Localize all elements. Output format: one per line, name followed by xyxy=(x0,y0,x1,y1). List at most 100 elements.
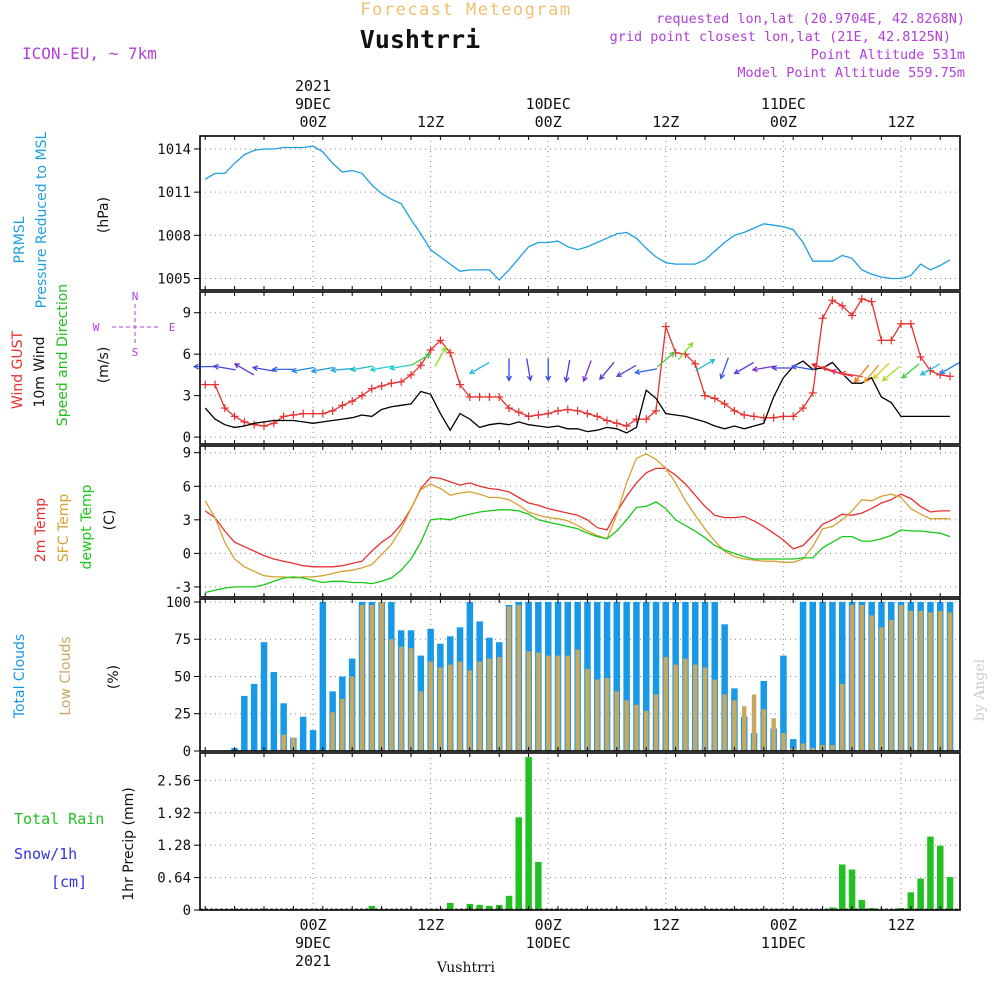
clouds-low_cloud-bar xyxy=(506,606,512,751)
clouds-low_cloud-bar xyxy=(663,657,668,751)
wind-direction-arrow xyxy=(919,363,941,376)
wind-direction-arrow xyxy=(468,361,490,375)
precip-label-snow: Snow/1h xyxy=(14,845,77,863)
precip-rain-bar xyxy=(927,836,934,910)
wind-direction-arrow xyxy=(901,363,920,379)
temperature-dew-line xyxy=(205,501,951,594)
gust-marker xyxy=(818,314,827,323)
top-axis-label: 00Z xyxy=(770,113,797,131)
gust-marker xyxy=(416,361,425,370)
pressure-ylabel: PRMSL Pressure Reduced to MSL (hPa) xyxy=(12,131,112,308)
bottom-axis-label: 11DEC xyxy=(761,934,806,952)
gust-marker xyxy=(338,401,347,410)
clouds-label-total: Total Clouds xyxy=(12,634,28,719)
clouds-total_cloud-bar xyxy=(790,739,797,751)
gust-marker xyxy=(220,404,229,413)
precip-rain-bar xyxy=(368,905,376,910)
wind-ytick-label: 6 xyxy=(183,347,191,363)
wind-ytick-label: 0 xyxy=(183,430,191,446)
precip-rain-bar xyxy=(839,864,846,910)
bottom-axis-label: 12Z xyxy=(652,916,679,934)
clouds-low_cloud-bar xyxy=(830,745,835,751)
compass-s: S xyxy=(132,346,139,359)
precip-rain-bar xyxy=(505,895,513,910)
gust-marker xyxy=(916,352,925,361)
location-title: Vushtrri xyxy=(360,25,480,54)
clouds-low_cloud-bar xyxy=(879,627,884,751)
gust-marker xyxy=(505,404,513,413)
clouds-total_cloud-bar xyxy=(309,730,317,751)
clouds-low_cloud-bar xyxy=(889,619,894,751)
top-axis-label: 12Z xyxy=(417,113,444,131)
clouds-low_cloud-bar xyxy=(722,694,727,751)
bottom-axis-label: 10DEC xyxy=(526,934,571,952)
gust-marker xyxy=(446,348,455,357)
temperature-ytick-label: 6 xyxy=(183,479,191,495)
bottom-axis-label: 12Z xyxy=(417,916,444,934)
clouds-total_cloud-bar xyxy=(829,602,836,751)
precip-rain-bar xyxy=(447,902,454,910)
clouds-low_cloud-bar xyxy=(614,691,619,751)
footer-location: Vushtrri xyxy=(436,960,495,976)
gust-marker xyxy=(201,380,210,389)
wind-direction-arrow xyxy=(881,365,901,382)
clouds-low_cloud-bar xyxy=(516,605,521,751)
clouds-low_cloud-bar xyxy=(526,651,531,751)
gust-marker xyxy=(573,406,582,415)
clouds-ytick-label: 100 xyxy=(166,595,191,611)
clouds-low_cloud-bar xyxy=(477,661,482,751)
gust-marker xyxy=(750,412,758,421)
clouds-low_cloud-bar xyxy=(742,706,747,751)
wind-direction-arrow xyxy=(369,365,393,373)
compass-rose: N S W E xyxy=(93,290,176,359)
clouds-total_cloud-bar xyxy=(780,655,787,751)
temperature-sfc-line xyxy=(204,453,950,579)
clouds-total_cloud-bar xyxy=(643,602,650,751)
wind-direction-arrow xyxy=(271,366,295,373)
wind-label-unit: (m/s) xyxy=(96,347,112,384)
gust-marker xyxy=(838,301,847,310)
clouds-low_cloud-bar xyxy=(585,669,590,751)
clouds-low_cloud-bar xyxy=(771,718,776,751)
wind-direction-arrow xyxy=(563,359,571,383)
wind-direction-arrow xyxy=(853,364,870,383)
gust-marker xyxy=(514,408,523,417)
clouds-low_cloud-bar xyxy=(369,605,375,751)
compass-w: W xyxy=(93,321,100,334)
clouds-ylabel: Total Clouds Low Clouds (%) xyxy=(12,634,122,719)
bottom-axis-label: 2021 xyxy=(295,952,331,970)
wind-ytick-label: 3 xyxy=(183,389,191,405)
clouds-low_cloud-bar xyxy=(732,700,737,751)
clouds-low_cloud-bar xyxy=(595,679,600,751)
gust-marker xyxy=(691,359,700,368)
wind-direction-arrow xyxy=(677,341,694,361)
gust-marker xyxy=(534,410,543,419)
wind-ytick-label: 9 xyxy=(183,306,191,322)
gust-marker xyxy=(407,370,415,379)
pressure-ytick-label: 1011 xyxy=(157,185,191,201)
clouds-total_cloud-bar xyxy=(652,602,660,751)
gust-marker xyxy=(603,416,611,425)
gust-marker xyxy=(495,393,504,402)
clouds-total_cloud-bar xyxy=(594,602,601,751)
wind-direction-arrow xyxy=(939,361,960,375)
clouds-low_cloud-bar xyxy=(379,602,384,751)
gust-marker xyxy=(867,297,876,306)
clouds-low_cloud-bar xyxy=(938,610,943,751)
gust-marker xyxy=(848,311,856,320)
clouds-low_cloud-bar xyxy=(467,670,473,751)
clouds-low_cloud-bar xyxy=(497,657,502,751)
clouds-low_cloud-bar xyxy=(869,615,874,751)
bottom-axis-label: 9DEC xyxy=(295,934,331,952)
clouds-low_cloud-bar xyxy=(840,683,845,751)
wind-label-10m: 10m Wind xyxy=(32,336,48,407)
temp-label-dew: dewpt Temp xyxy=(79,484,95,569)
clouds-total_cloud-bar xyxy=(299,716,307,751)
precip-label-total-rain: Total Rain xyxy=(14,810,104,828)
gust-marker xyxy=(230,412,239,421)
clouds-total_cloud-bar xyxy=(633,602,640,751)
wind-label-gust: Wind GUST xyxy=(10,330,26,409)
point-altitude: Point Altitude 531m xyxy=(811,47,965,63)
compass-e: E xyxy=(169,321,176,334)
